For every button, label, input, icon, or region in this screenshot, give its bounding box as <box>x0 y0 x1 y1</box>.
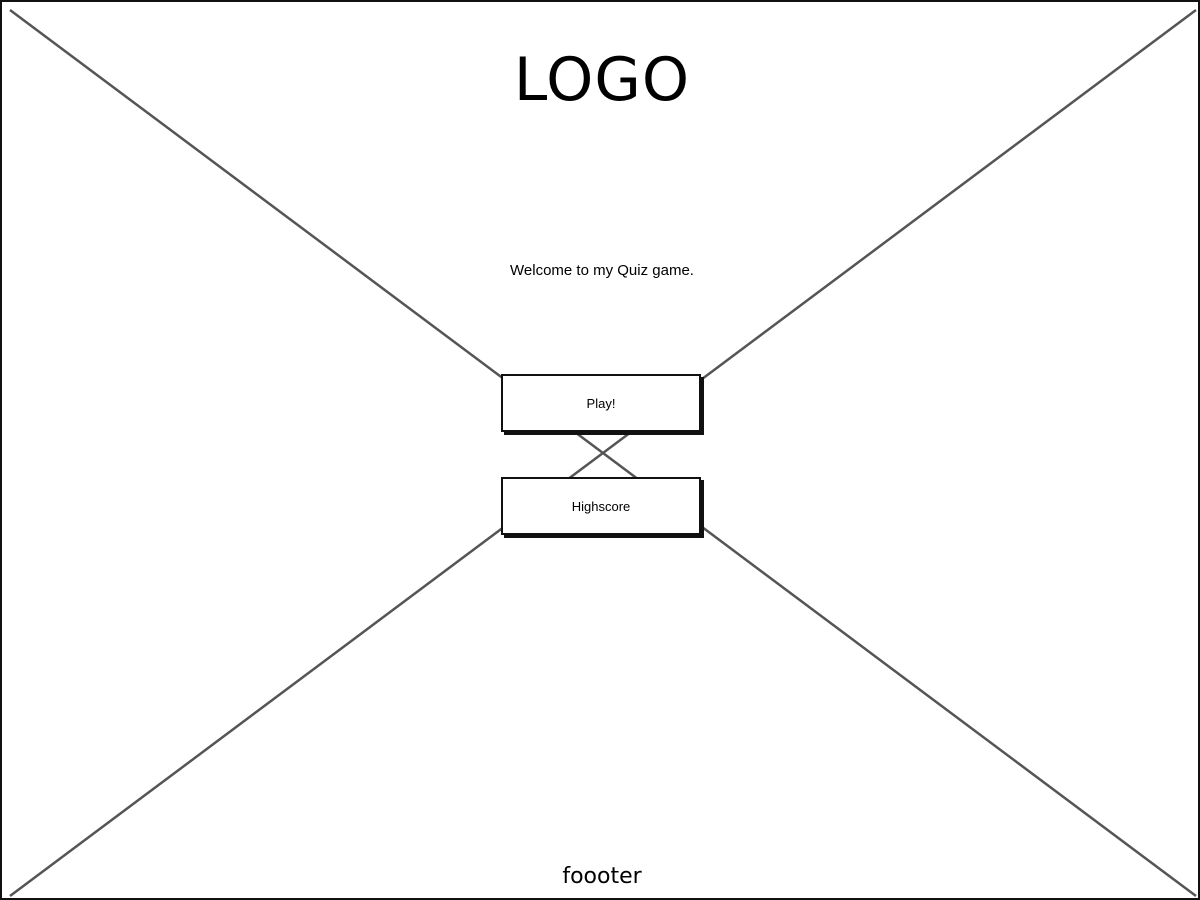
highscore-button-label: Highscore <box>571 498 631 514</box>
placeholder-diagonal-tr-bl <box>9 8 1197 898</box>
footer: foooter <box>562 864 642 889</box>
welcome-text: Welcome to my Quiz game. <box>510 262 694 279</box>
play-button[interactable]: Play! <box>501 374 701 432</box>
logo: LOGO <box>513 45 691 115</box>
highscore-button[interactable]: Highscore <box>501 477 701 535</box>
play-button-label: Play! <box>586 395 616 411</box>
placeholder-diagonal-tl-br <box>9 8 1197 898</box>
